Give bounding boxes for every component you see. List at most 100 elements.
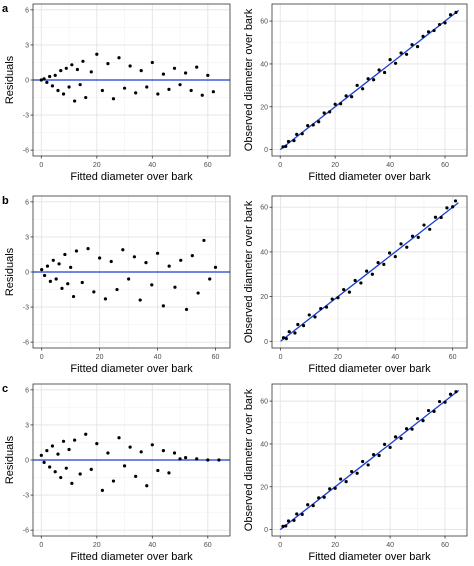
panel-label-c: c [2,383,8,395]
data-point [415,417,420,421]
data-point [40,268,44,272]
data-point [195,65,199,69]
fit-line [279,389,460,531]
data-point [111,479,116,483]
data-point [69,265,73,269]
fit-line [280,202,459,342]
panel-border [271,195,468,349]
data-point [139,450,143,454]
data-point [339,477,343,481]
data-point [361,87,365,91]
data-point [330,297,334,301]
data-point [313,315,317,319]
residual-panel-b: 0 20 40 60 -6 -3 0 3 6 Fitted diameter over bark R… [4,195,231,375]
data-point [405,245,409,249]
x-tick-label: 40 [391,354,399,361]
x-tick-label: 40 [386,162,394,169]
data-point [217,458,221,462]
data-point [145,85,149,89]
data-point [433,215,438,219]
data-point [184,307,189,312]
data-point [284,337,288,341]
data-point [42,77,46,81]
data-point [322,495,326,499]
y-axis-label: Observed diameter over bark [243,388,255,531]
x-tick-label: 0 [278,162,282,169]
data-point [286,139,291,144]
x-axis-label: Fitted diameter over bark [70,551,193,563]
data-point [439,215,443,220]
data-point [75,67,79,72]
data-point [167,471,171,475]
data-point [61,439,66,443]
data-point [355,471,359,475]
x-axis-label: Fitted diameter over bark [70,363,193,375]
data-point [306,124,310,128]
x-tick-label: 40 [148,542,156,549]
data-point [382,262,386,266]
data-point [74,249,79,253]
x-tick-label: 0 [39,162,43,169]
data-point [328,110,332,114]
observed-panel-a: 0 20 40 60 0 20 40 60 Fitted diameter over bark O… [243,3,468,183]
y-tick-label: 0 [25,458,29,465]
data-point [292,518,296,522]
data-point [388,445,392,449]
y-tick-label: -6 [23,340,29,347]
data-point [293,331,297,335]
data-point [156,92,160,96]
data-point [454,10,458,14]
data-point [50,84,55,88]
data-point [377,453,381,458]
data-point [448,13,453,17]
data-point [445,206,449,210]
x-axis-label: Fitted diameter over bark [308,551,431,563]
y-tick-label: -3 [23,305,29,312]
data-point [208,277,212,281]
data-point [92,290,96,294]
y-tick-label: 40 [260,249,268,256]
data-point [103,297,108,301]
data-point [106,451,110,455]
data-point [45,449,49,453]
panel-label-b: b [2,195,9,207]
data-point [195,457,199,461]
y-axis-label: Observed diameter over bark [243,8,255,151]
data-point [300,132,304,136]
data-point [67,447,71,452]
data-point [393,254,397,259]
data-point [410,43,414,47]
y-tick-label: 60 [260,205,268,212]
data-point [206,73,210,77]
data-point [172,66,177,70]
data-point [281,524,285,528]
data-point [139,69,143,73]
data-point [410,234,415,238]
data-point [281,336,286,340]
data-point [422,223,426,227]
data-point [206,458,210,462]
data-point [57,262,61,266]
data-point [211,90,215,94]
data-point [150,443,154,447]
y-tick-label: 6 [25,7,29,14]
data-point [213,265,218,269]
x-tick-label: 20 [334,354,342,361]
observed-panel-c: 0 20 40 60 0 20 40 60 Fitted diameter over bark O… [243,383,468,563]
data-point [63,252,67,257]
x-tick-label: 20 [96,354,104,361]
data-point [80,280,84,285]
data-point [122,86,127,90]
x-tick-label: 0 [278,542,282,549]
data-point [144,261,148,265]
data-point [350,469,354,474]
data-point [189,88,193,93]
data-point [53,470,57,474]
data-point [319,307,323,311]
data-point [178,83,182,87]
y-tick-label: 40 [260,61,268,68]
data-point [200,93,204,97]
data-point [307,313,311,317]
data-point [284,524,288,528]
data-point [70,63,74,67]
